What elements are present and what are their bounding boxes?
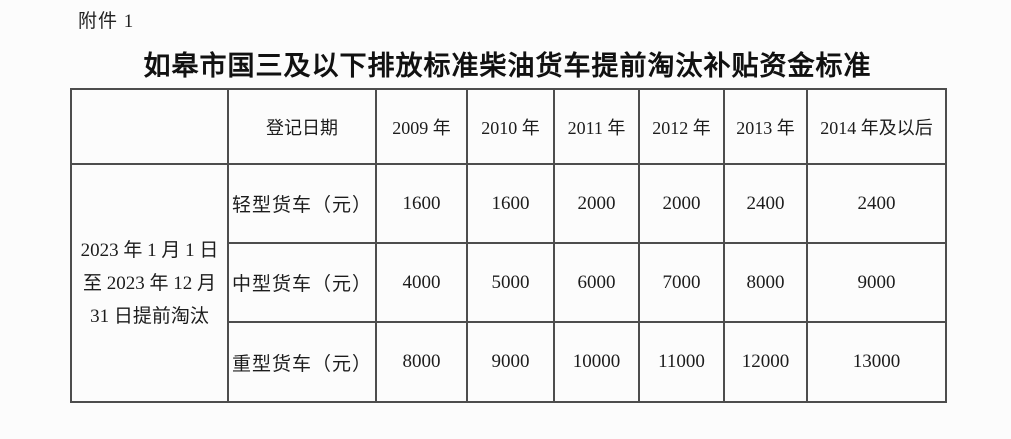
vehicle-label-heavy-truck: 重型货车（元） [227, 321, 377, 403]
corner-cell [70, 88, 229, 165]
value-cell: 2400 [723, 163, 808, 244]
registration-date-header: 登记日期 [227, 88, 377, 165]
period-line-1: 2023 年 1 月 1 日 [80, 239, 219, 261]
attachment-label: 附件 1 [78, 11, 135, 32]
value-cell: 12000 [723, 321, 808, 403]
value-cell: 7000 [638, 242, 725, 323]
year-header-2014-plus: 2014 年及以后 [806, 88, 947, 165]
value-cell: 1600 [375, 163, 468, 244]
period-line-2: 至 2023 年 12 月 [82, 272, 216, 294]
value-cell: 1600 [466, 163, 555, 244]
value-cell: 8000 [375, 321, 468, 403]
scrap-period-cell: 2023 年 1 月 1 日 至 2023 年 12 月 31 日提前淘汰 [70, 163, 229, 403]
year-header-2012: 2012 年 [638, 88, 725, 165]
value-cell: 9000 [466, 321, 555, 403]
value-cell: 2000 [553, 163, 640, 244]
year-header-2010: 2010 年 [466, 88, 555, 165]
table-header-row: 登记日期 2009 年 2010 年 2011 年 2012 年 2013 年 … [70, 88, 947, 165]
value-cell: 8000 [723, 242, 808, 323]
period-line-3: 31 日提前淘汰 [90, 305, 209, 327]
value-cell: 13000 [806, 321, 947, 403]
value-cell: 6000 [553, 242, 640, 323]
value-cell: 9000 [806, 242, 947, 323]
value-cell: 5000 [466, 242, 555, 323]
value-cell: 10000 [553, 321, 640, 403]
year-header-2013: 2013 年 [723, 88, 808, 165]
value-cell: 11000 [638, 321, 725, 403]
table-row-light-truck: 2023 年 1 月 1 日 至 2023 年 12 月 31 日提前淘汰 轻型… [70, 163, 947, 403]
value-cell: 4000 [375, 242, 468, 323]
document-title: 如皋市国三及以下排放标准柴油货车提前淘汰补贴资金标准 [143, 51, 872, 81]
vehicle-label-medium-truck: 中型货车（元） [227, 242, 377, 323]
table-row-medium-truck: 中型货车（元） 4000 5000 6000 7000 8000 9000 [71, 242, 947, 323]
table-row-heavy-truck: 重型货车（元） 8000 9000 10000 11000 12000 1300… [71, 321, 947, 403]
vehicle-label-light-truck: 轻型货车（元） [227, 163, 377, 244]
subsidy-table: 登记日期 2009 年 2010 年 2011 年 2012 年 2013 年 … [70, 88, 947, 403]
value-cell: 2000 [638, 163, 725, 244]
year-header-2009: 2009 年 [375, 88, 468, 165]
value-cell: 2400 [806, 163, 947, 244]
year-header-2011: 2011 年 [553, 88, 640, 165]
